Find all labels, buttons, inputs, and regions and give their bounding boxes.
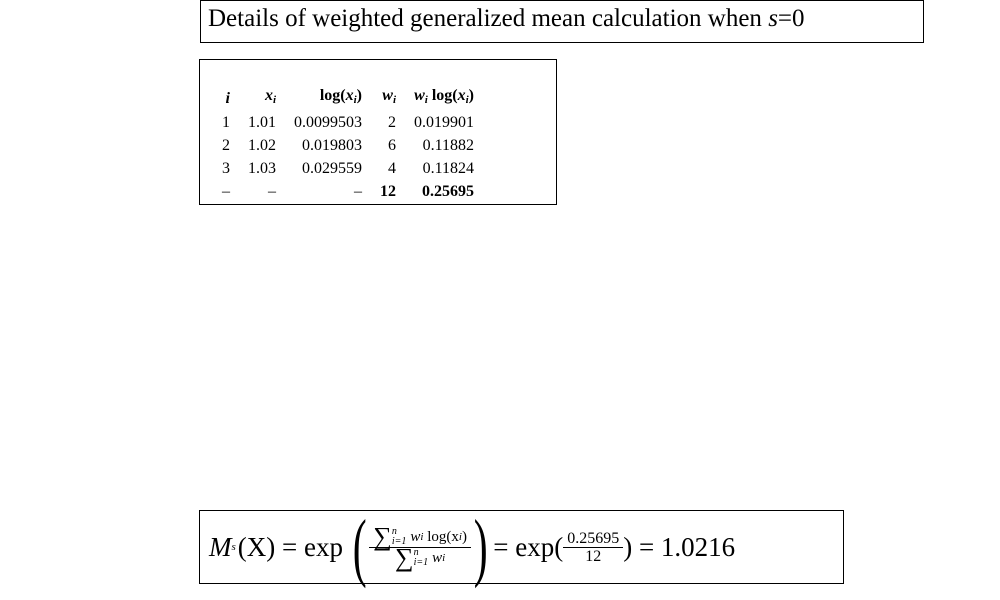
table-cell: 0.029559: [302, 160, 362, 177]
num-log: log(x: [427, 528, 459, 545]
sum-upper: n: [413, 546, 419, 558]
table-row: 2 1.02 0.019803 6 0.11882: [216, 134, 483, 157]
sigma-icon: ∑: [395, 542, 414, 572]
total-cell: –: [268, 183, 276, 200]
formula-lhs-arg: (X) = exp: [237, 531, 343, 562]
left-paren: (: [352, 505, 367, 589]
table-cell: 1: [222, 114, 230, 131]
right-paren: ): [473, 505, 488, 589]
table-cell: 0.019803: [302, 137, 362, 154]
table-cell: 2: [222, 137, 230, 154]
table-cell: 0.019901: [414, 114, 474, 131]
table-cell: 0.11824: [422, 160, 474, 177]
num-log-sub: i: [458, 530, 462, 543]
sum-upper: n: [391, 525, 397, 537]
formula-mid: = exp(: [493, 531, 564, 562]
value-denominator: 12: [585, 547, 602, 565]
total-cell: 0.25695: [422, 183, 474, 200]
fraction-bar: [369, 546, 471, 548]
table-cell: 1.02: [248, 137, 276, 154]
sum-lower: i=1: [413, 556, 429, 568]
table-cell: 3: [222, 160, 230, 177]
header-i: i: [225, 89, 230, 107]
table-row: 1 1.01 0.0099503 2 0.019901: [216, 111, 483, 134]
formula-lhs-sub: s: [231, 541, 236, 553]
value-numerator: 0.25695: [567, 529, 620, 547]
header-wi-log-xi: wi log(xi): [414, 87, 474, 106]
table-cell: 0.11882: [422, 137, 474, 154]
title-prefix: Details of weighted generalized mean cal…: [208, 5, 769, 32]
total-cell: –: [354, 183, 362, 200]
table-cell: 4: [388, 160, 396, 177]
title-variable: s: [768, 5, 778, 32]
table-cell: 2: [388, 114, 396, 131]
formula-result: ) = 1.0216: [623, 531, 736, 562]
title-box: Details of weighted generalized mean cal…: [200, 0, 924, 43]
den-term-sub: i: [442, 551, 446, 564]
sum-lower: i=1: [391, 535, 407, 547]
header-wi: wi: [382, 87, 396, 106]
table-box: i xi log(xi) wi wi log(xi) 1 1.01 0.009950…: [199, 59, 557, 205]
num-term: w: [410, 528, 421, 545]
table-cell: 1.01: [248, 114, 276, 131]
sum-limits: n i=1: [391, 525, 407, 547]
table-header-row: i xi log(xi) wi wi log(xi): [216, 85, 483, 111]
calculation-table: i xi log(xi) wi wi log(xi) 1 1.01 0.009950…: [216, 85, 483, 203]
table-total-row: – – – 12 0.25695: [216, 180, 483, 203]
header-log-xi: log(xi): [319, 87, 362, 106]
num-term-sub: i: [420, 530, 424, 543]
page-title: Details of weighted generalized mean cal…: [208, 5, 805, 33]
formula-lhs: M: [209, 531, 232, 562]
header-xi: xi: [264, 87, 276, 106]
fraction-bar: [563, 546, 624, 548]
sum-limits: n i=1: [413, 546, 429, 568]
table-cell: 1.03: [248, 160, 276, 177]
table-row: 3 1.03 0.029559 4 0.11824: [216, 157, 483, 180]
total-cell: –: [222, 183, 230, 200]
den-term: w: [432, 549, 443, 566]
sigma-icon: ∑: [373, 521, 392, 551]
total-cell: 12: [380, 183, 396, 200]
table-cell: 6: [388, 137, 396, 154]
title-suffix: =0: [777, 5, 805, 32]
table-cell: 0.0099503: [294, 114, 362, 131]
value-fraction: 0.25695 12: [563, 529, 624, 565]
